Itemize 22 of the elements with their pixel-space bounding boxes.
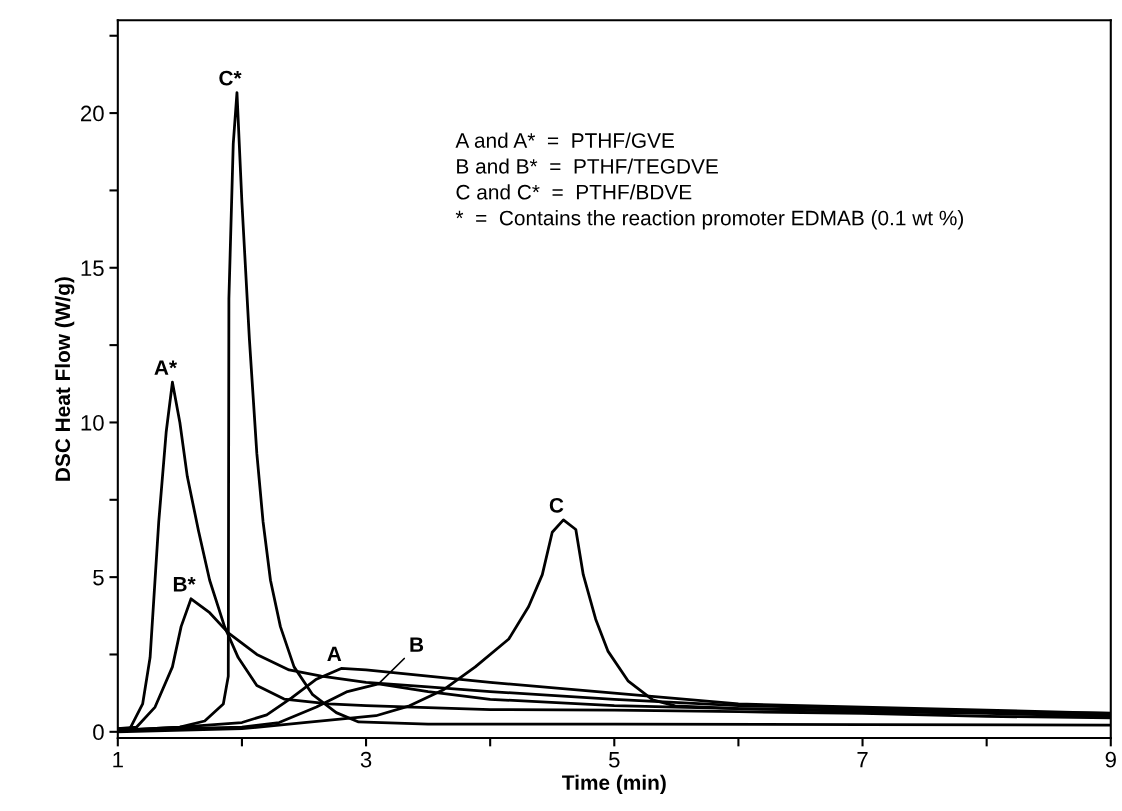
annotation: A and A* = PTHF/GVE [455, 132, 674, 148]
y-tick-label: 10 [81, 414, 104, 431]
annotation: C and C* = PTHF/BDVE [456, 184, 692, 200]
y-tick-label: 0 [93, 724, 104, 741]
y-tick-label: 15 [81, 260, 104, 277]
x-tick-label: 9 [1105, 751, 1116, 768]
series-label: C [549, 497, 564, 513]
x-tick-label: 1 [113, 752, 123, 768]
annotation: * = Contains the reaction promoter EDMAB (0.1 wt %) [455, 210, 964, 230]
x-axis-title: Time (min) [562, 774, 666, 795]
series-label: B [410, 637, 424, 652]
y-tick-label: 5 [93, 569, 104, 586]
y-tick-label: 20 [81, 105, 104, 122]
x-tick-label: 7 [857, 752, 868, 768]
series-label: A [327, 646, 342, 662]
x-tick-label: 3 [360, 751, 372, 768]
x-tick-label: 5 [609, 752, 620, 768]
series-label: B* [173, 577, 196, 592]
series-label: C* [219, 70, 242, 86]
annotation: B and B* = PTHF/TEGDVE [457, 158, 718, 174]
y-axis-title: DSC Heat Flow (W/g) [54, 277, 75, 481]
series-label: A* [154, 360, 178, 375]
